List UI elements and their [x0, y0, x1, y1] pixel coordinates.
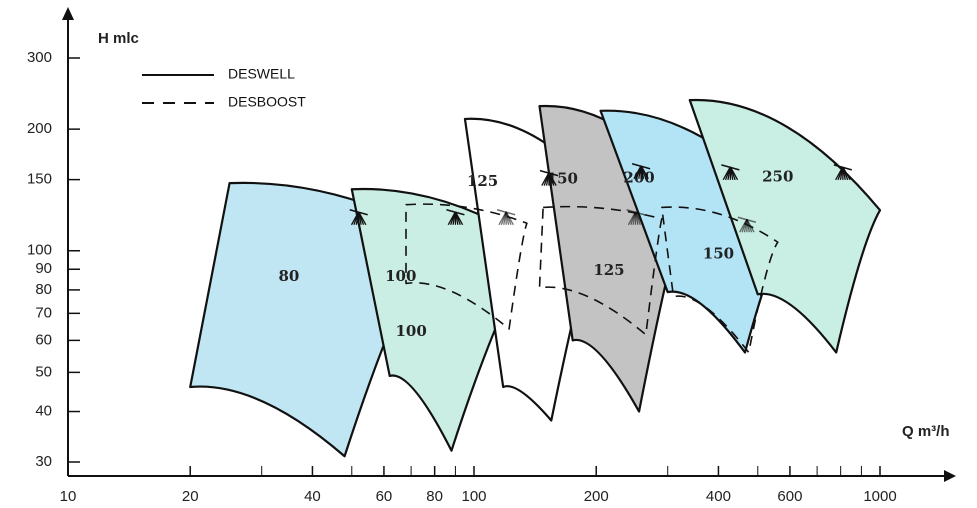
- efficiency-marker-bar: [737, 216, 757, 223]
- efficiency-marker-bar: [349, 209, 368, 216]
- efficiency-marker-bar: [446, 209, 465, 216]
- x-tick-label: 200: [584, 488, 609, 505]
- legend-label-desboost: DESBOOST: [228, 94, 306, 110]
- y-tick-label: 150: [27, 171, 52, 188]
- efficiency-marker-stroke: [842, 166, 851, 181]
- desboost-field-100: [405, 203, 528, 330]
- y-tick-label: 80: [35, 281, 52, 298]
- y-tick-label: 50: [35, 363, 52, 380]
- y-axis-arrow-icon: [62, 7, 74, 20]
- axes: 10 20 40 60 80 100 200 400 600 1000 30 40 50 60 70 80 9…: [27, 7, 956, 505]
- legend-label-deswell: DESWELL: [228, 66, 295, 82]
- efficiency-marker-stroke: [548, 172, 557, 186]
- efficiency-marker-bar: [721, 164, 740, 171]
- deswell-label-250: 250: [762, 167, 793, 185]
- deswell-label-100: 100: [385, 267, 416, 285]
- y-tick-label: 100: [27, 242, 52, 259]
- desboost-field-150: [660, 206, 779, 354]
- y-tick-label: 60: [35, 331, 52, 348]
- desboost-label-125: 125: [593, 261, 624, 279]
- x-tick-label: 400: [706, 488, 731, 505]
- efficiency-marker-bar: [539, 169, 559, 177]
- efficiency-marker-stroke: [640, 165, 649, 180]
- efficiency-marker-stroke: [358, 211, 367, 226]
- efficiency-marker-icon: [496, 209, 516, 226]
- x-axis-label: Q m³/h: [902, 423, 950, 440]
- efficiency-marker-icon: [737, 216, 757, 233]
- y-tick-label: 90: [35, 260, 52, 277]
- x-tick-label: 1000: [863, 488, 896, 505]
- x-tick-label: 600: [777, 488, 802, 505]
- y-tick-label: 300: [27, 49, 52, 66]
- efficiency-marker-stroke: [746, 218, 755, 233]
- efficiency-marker-stroke: [634, 211, 644, 226]
- x-axis-arrow-icon: [944, 470, 956, 482]
- desboost-field-layer: 100 125 150: [395, 203, 779, 354]
- deswell-label-80: 80: [278, 267, 299, 285]
- y-axis-label: H mlc: [98, 30, 139, 47]
- efficiency-marker-stroke: [729, 166, 739, 181]
- efficiency-marker-icon: [626, 209, 645, 226]
- efficiency-marker-icon: [446, 209, 465, 226]
- deswell-field-250: [688, 98, 882, 354]
- legend: DESWELL DESBOOST: [142, 66, 306, 110]
- efficiency-marker-bar: [833, 164, 853, 171]
- efficiency-marker-icon: [721, 164, 740, 181]
- efficiency-marker-icon: [539, 169, 559, 186]
- y-tick-label: 70: [35, 304, 52, 321]
- efficiency-marker-bar: [631, 163, 651, 170]
- x-tick-label: 100: [461, 488, 486, 505]
- x-tick-label: 10: [60, 488, 77, 505]
- efficiency-marker-icon: [631, 163, 651, 180]
- efficiency-marker-bar: [626, 209, 645, 216]
- y-tick-label: 40: [35, 402, 52, 419]
- efficiency-marker-layer: [349, 163, 853, 233]
- y-tick-label: 200: [27, 120, 52, 137]
- x-tick-label: 20: [182, 488, 199, 505]
- efficiency-marker-stroke: [505, 211, 514, 226]
- efficiency-marker-icon: [349, 209, 368, 226]
- desboost-label-150: 150: [703, 244, 734, 262]
- deswell-label-125: 125: [467, 172, 498, 190]
- x-ticks: 10 20 40 60 80 100 200 400 600 1000: [60, 466, 897, 505]
- efficiency-marker-bar: [496, 209, 516, 216]
- efficiency-marker-icon: [833, 164, 853, 181]
- efficiency-marker-stroke: [454, 211, 464, 226]
- x-tick-label: 60: [376, 488, 393, 505]
- x-tick-label: 40: [304, 488, 321, 505]
- y-tick-label: 30: [35, 453, 52, 470]
- desboost-label-100: 100: [395, 322, 426, 340]
- x-tick-label: 80: [426, 488, 443, 505]
